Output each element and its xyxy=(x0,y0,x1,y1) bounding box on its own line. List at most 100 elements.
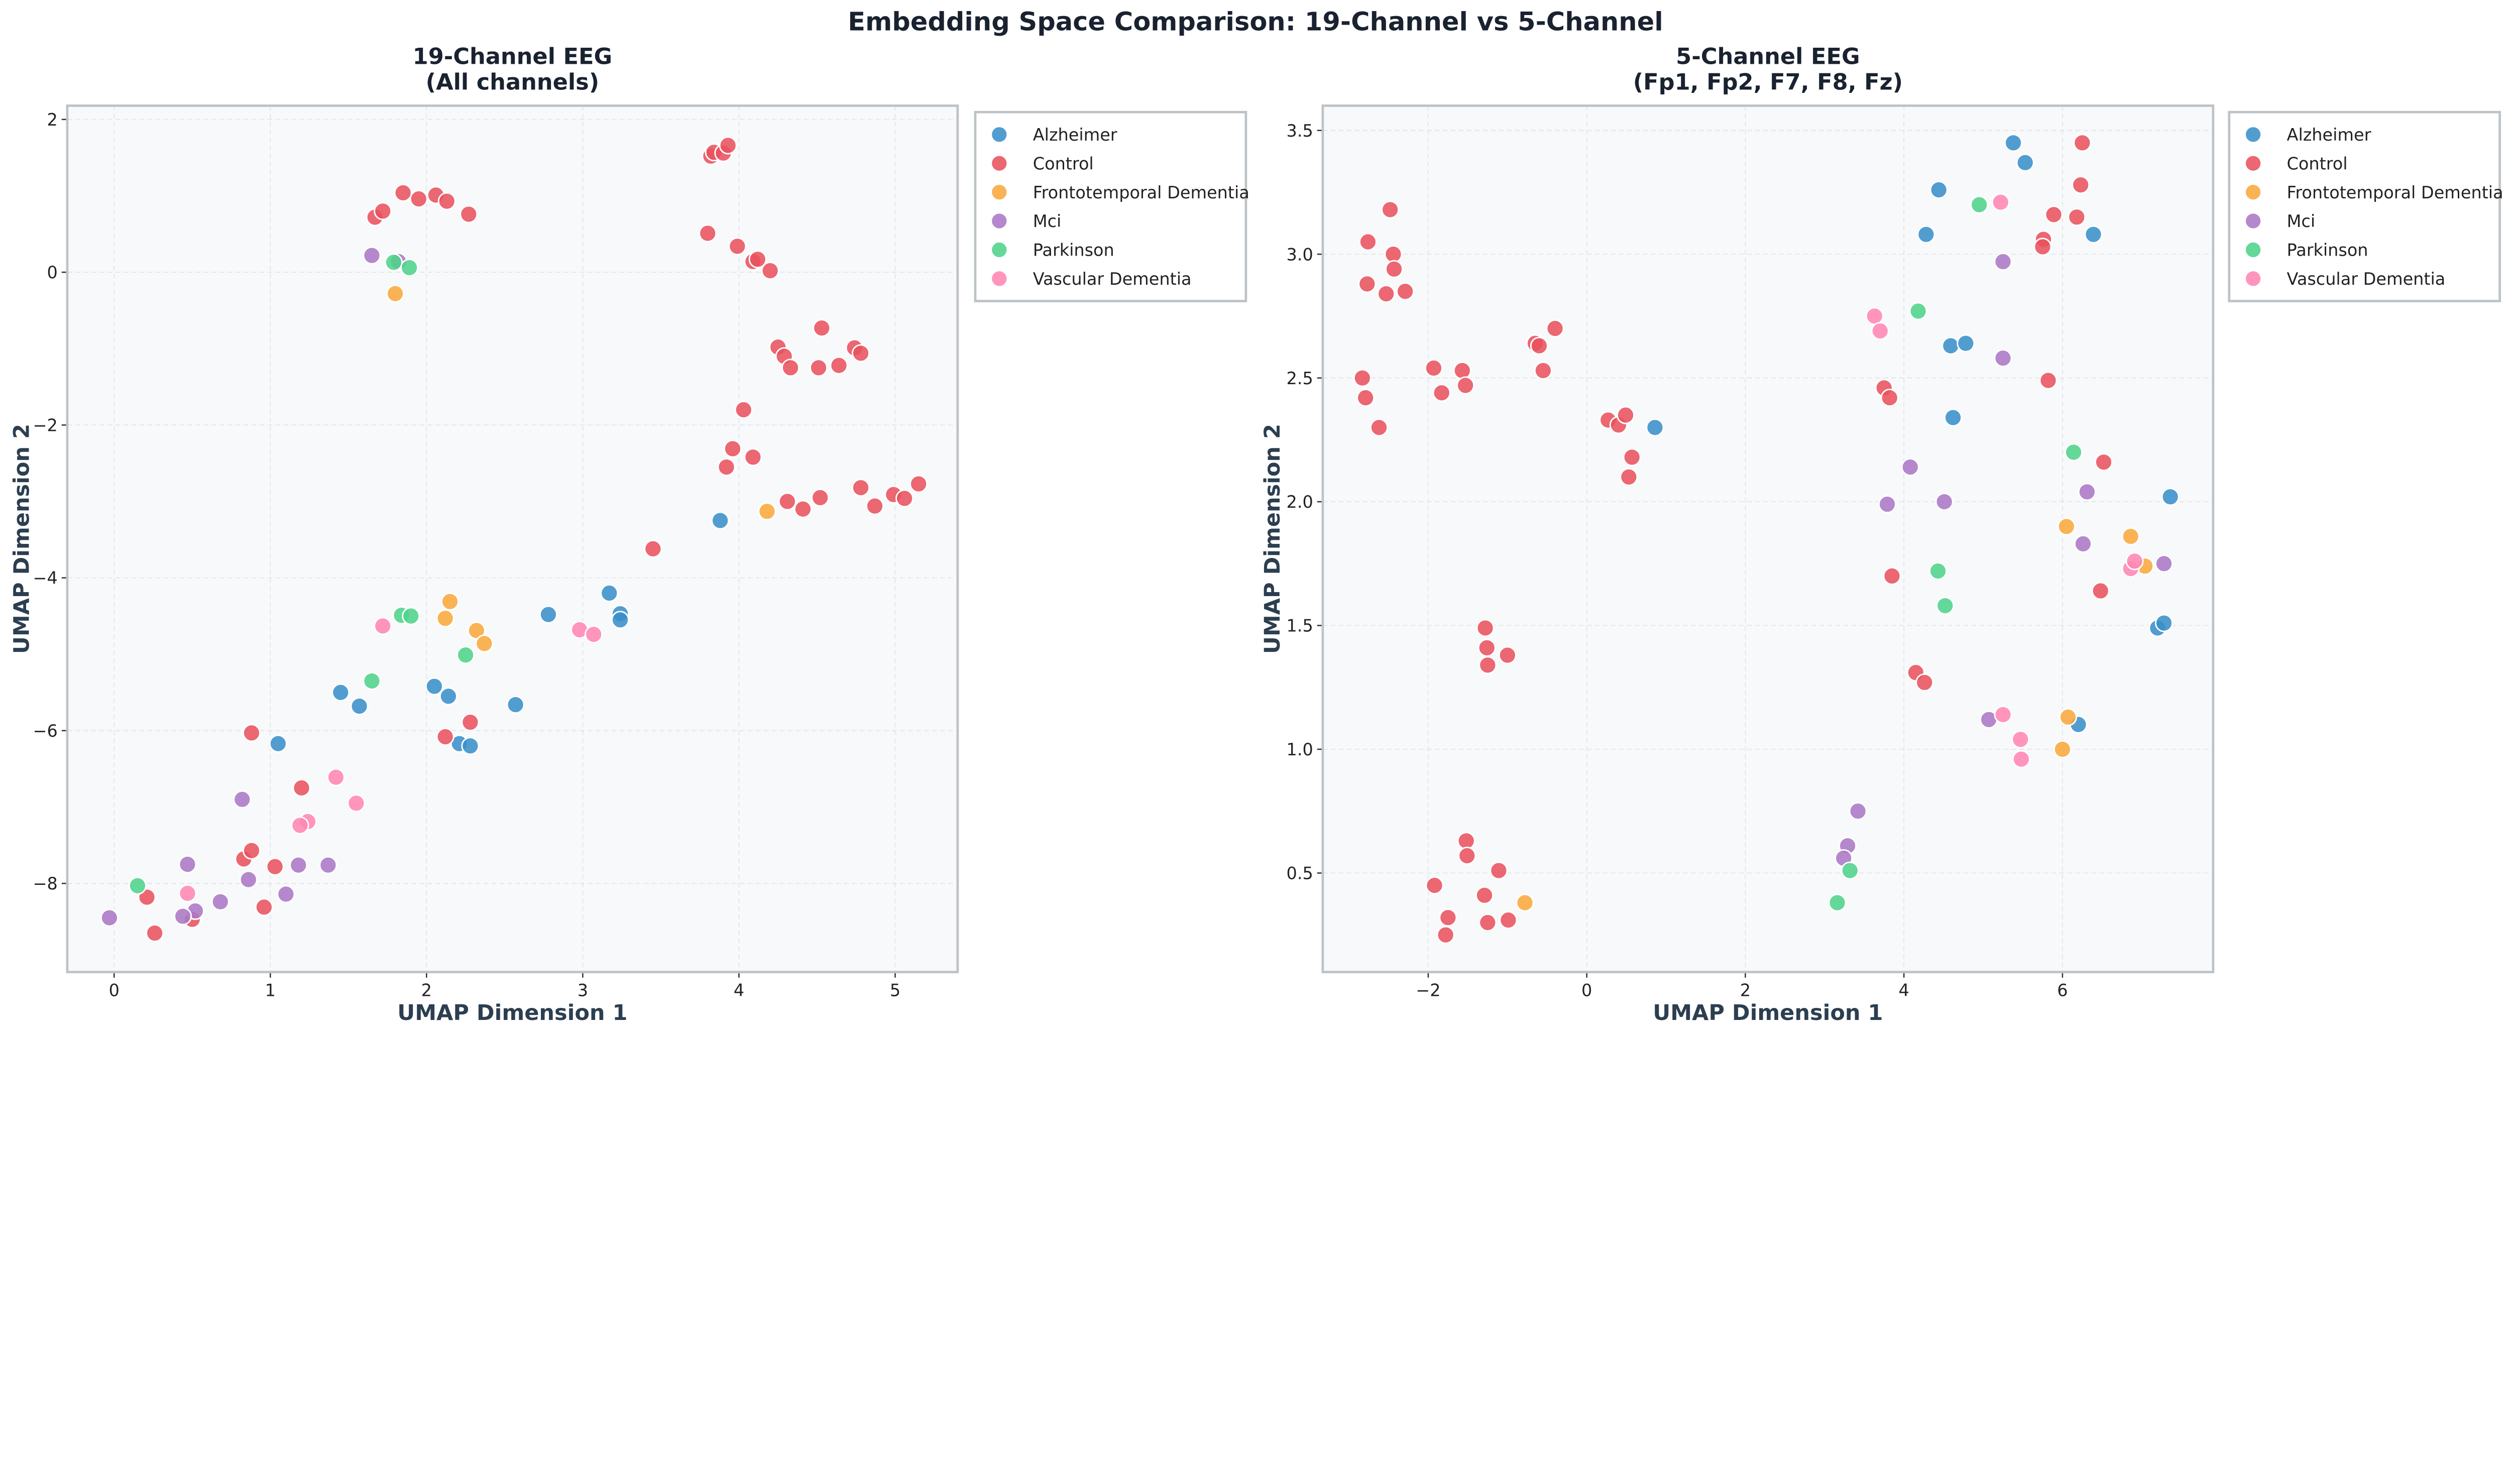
subplot-title-line: 19-Channel EEG xyxy=(413,44,612,70)
data-point xyxy=(1490,861,1508,880)
legend-marker xyxy=(2245,271,2261,286)
legend-marker xyxy=(992,242,1007,258)
legend-label: Alzheimer xyxy=(2287,125,2371,145)
legend: Alzheimer Control Frontotemporal Dementia M… xyxy=(2228,110,2503,302)
subplot-title-line: (All channels) xyxy=(426,69,599,95)
data-point xyxy=(394,183,412,202)
data-point xyxy=(2154,614,2174,632)
x-tick-label: 6 xyxy=(2057,980,2068,1000)
data-point xyxy=(1901,458,1919,477)
data-point xyxy=(1475,886,1494,904)
data-point xyxy=(1929,562,1948,581)
data-point xyxy=(711,511,730,530)
data-point xyxy=(1439,908,1457,927)
x-tick-label: 2 xyxy=(421,980,432,1000)
data-point xyxy=(719,136,737,155)
data-point xyxy=(1828,893,1847,912)
data-point xyxy=(539,605,557,624)
legend-label: Parkinson xyxy=(2287,241,2368,260)
legend-marker xyxy=(2245,184,2261,200)
data-point xyxy=(2053,740,2072,758)
data-point xyxy=(793,500,812,518)
y-tick-label: −6 xyxy=(33,721,57,741)
data-point xyxy=(425,677,443,696)
data-point xyxy=(239,870,258,889)
x-tick-label: 4 xyxy=(734,980,744,1000)
series-alzheimer xyxy=(1646,134,2180,734)
data-point xyxy=(437,192,456,210)
legend-label: Vascular Dementia xyxy=(1033,269,1192,289)
x-axis-label: UMAP Dimension 1 xyxy=(1653,1000,1883,1025)
data-point xyxy=(2044,205,2063,224)
data-point xyxy=(611,611,630,629)
data-point xyxy=(1880,389,1899,407)
data-point xyxy=(852,344,870,363)
plot-area xyxy=(67,105,958,972)
data-point xyxy=(1353,369,1372,387)
series-parkinson xyxy=(128,253,475,895)
data-point xyxy=(1384,245,1403,264)
data-point xyxy=(2011,730,2030,749)
data-point xyxy=(326,768,345,786)
legend-marker xyxy=(2245,156,2261,171)
data-point xyxy=(1477,638,1496,657)
data-point xyxy=(1478,656,1497,674)
data-point xyxy=(644,539,662,558)
data-point xyxy=(242,724,261,742)
data-point xyxy=(1929,181,1948,199)
legend-label: Alzheimer xyxy=(1033,125,1117,145)
plot-5-channel: 5-Channel EEG(Fp1, Fp2, F7, F8, Fz) −2 0 2 4… xyxy=(1260,44,2503,1026)
data-point xyxy=(778,492,796,511)
data-point xyxy=(1994,349,2012,368)
data-point xyxy=(1358,233,1377,251)
data-point xyxy=(2059,708,2077,726)
data-point xyxy=(2004,134,2023,152)
data-point xyxy=(1871,321,1889,340)
data-point xyxy=(128,876,147,895)
data-point xyxy=(2084,225,2103,244)
data-point xyxy=(1623,448,1641,467)
data-point xyxy=(386,284,405,303)
data-point xyxy=(1942,336,1960,355)
x-tick-label: 2 xyxy=(1740,980,1751,1000)
data-point xyxy=(2068,208,2086,226)
data-point xyxy=(1883,566,1901,585)
data-point xyxy=(895,489,914,508)
legend-label: Parkinson xyxy=(1033,241,1114,260)
data-point xyxy=(400,258,419,277)
data-point xyxy=(409,190,428,208)
data-point xyxy=(1530,336,1548,355)
data-point xyxy=(1936,597,1955,615)
data-point xyxy=(2012,750,2030,768)
legend-label: Control xyxy=(1033,154,1094,173)
data-point xyxy=(289,856,308,874)
legend-marker xyxy=(2245,242,2261,258)
data-point xyxy=(758,502,776,521)
data-point xyxy=(347,794,366,813)
data-point xyxy=(460,205,478,223)
data-point xyxy=(1646,418,1664,437)
data-point xyxy=(255,898,273,917)
data-point xyxy=(242,841,261,860)
y-tick-label: −8 xyxy=(33,874,57,893)
data-point xyxy=(436,728,454,746)
data-point xyxy=(1453,361,1471,380)
data-point xyxy=(1944,408,1963,427)
data-point xyxy=(178,855,197,874)
y-tick-label: 2.0 xyxy=(1287,492,1313,512)
data-point xyxy=(1991,193,2010,211)
data-point xyxy=(1849,802,1867,821)
legend-marker xyxy=(992,184,1007,200)
data-point xyxy=(1970,195,1989,214)
data-point xyxy=(2154,554,2174,573)
data-point xyxy=(461,737,480,755)
data-point xyxy=(100,908,119,927)
plot-19-channel: 19-Channel EEG(All channels) 0 1 2 3 4 5 2 0 −2 −4… xyxy=(9,44,1249,1026)
data-point xyxy=(1841,861,1859,880)
data-point xyxy=(1878,495,1897,514)
data-point xyxy=(1516,893,1534,912)
data-point xyxy=(1425,876,1444,895)
x-tick-label: 3 xyxy=(578,980,588,1000)
legend-box xyxy=(2228,110,2501,302)
legend-label: Frontotemporal Dementia xyxy=(1033,183,1249,202)
